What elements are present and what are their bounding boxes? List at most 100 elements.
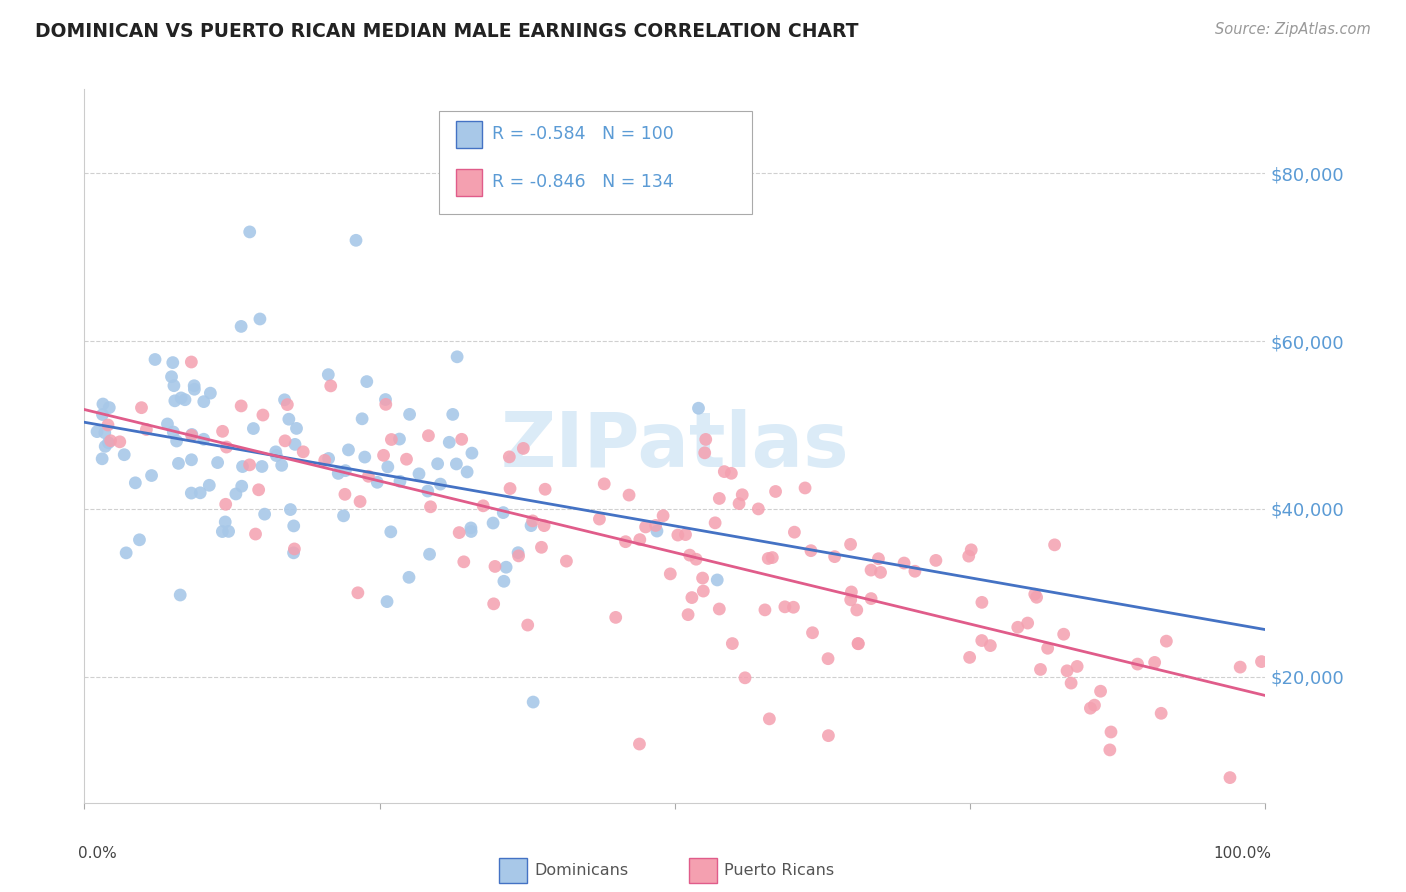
Point bbox=[634, 520, 657, 534]
Point bbox=[270, 458, 292, 473]
Point bbox=[218, 524, 240, 539]
Point bbox=[429, 477, 451, 491]
Text: Source: ZipAtlas.com: Source: ZipAtlas.com bbox=[1215, 22, 1371, 37]
Point bbox=[180, 428, 202, 442]
Point bbox=[335, 464, 357, 478]
Point bbox=[374, 397, 396, 411]
Point bbox=[1017, 615, 1039, 630]
Point bbox=[520, 518, 543, 533]
Point bbox=[357, 469, 380, 483]
Point bbox=[1229, 660, 1251, 674]
Point bbox=[692, 571, 714, 585]
Point bbox=[160, 369, 183, 384]
Point bbox=[801, 625, 824, 640]
Point bbox=[141, 468, 163, 483]
Point bbox=[720, 467, 742, 481]
FancyBboxPatch shape bbox=[439, 111, 752, 214]
Point bbox=[675, 527, 697, 541]
Point bbox=[1029, 663, 1052, 677]
Point bbox=[472, 499, 495, 513]
Point bbox=[817, 651, 839, 665]
Point bbox=[1043, 538, 1066, 552]
Point bbox=[731, 488, 754, 502]
Point bbox=[86, 425, 108, 439]
Point bbox=[91, 397, 114, 411]
Point bbox=[734, 671, 756, 685]
Point bbox=[1143, 656, 1166, 670]
Point bbox=[970, 633, 993, 648]
Point bbox=[91, 408, 114, 422]
Point bbox=[747, 502, 769, 516]
Point bbox=[628, 533, 651, 547]
Point bbox=[439, 435, 461, 450]
Point bbox=[245, 527, 267, 541]
Point bbox=[721, 636, 744, 650]
Point bbox=[239, 458, 262, 472]
Point bbox=[143, 352, 166, 367]
Point bbox=[252, 408, 274, 422]
Point bbox=[446, 457, 468, 471]
Point bbox=[215, 440, 238, 454]
Point bbox=[453, 555, 475, 569]
Point bbox=[692, 584, 714, 599]
Point bbox=[426, 457, 449, 471]
Point bbox=[356, 375, 378, 389]
Point bbox=[375, 594, 398, 608]
Point bbox=[644, 518, 666, 533]
Point bbox=[893, 556, 915, 570]
Point bbox=[180, 355, 202, 369]
Point bbox=[398, 570, 420, 584]
Point bbox=[614, 534, 637, 549]
Point bbox=[1250, 655, 1272, 669]
Point bbox=[193, 394, 215, 409]
Point bbox=[1150, 706, 1173, 721]
Point bbox=[284, 437, 307, 451]
Point bbox=[135, 422, 157, 436]
Point bbox=[333, 487, 356, 501]
Point bbox=[377, 459, 399, 474]
Point bbox=[274, 434, 297, 448]
Point bbox=[970, 595, 993, 609]
Point bbox=[1099, 725, 1122, 739]
Point bbox=[508, 549, 530, 563]
Point bbox=[530, 541, 553, 555]
Point bbox=[374, 392, 396, 407]
Point bbox=[94, 439, 117, 453]
Point bbox=[446, 350, 468, 364]
Point bbox=[188, 485, 211, 500]
Point bbox=[1060, 676, 1083, 690]
Point bbox=[231, 399, 253, 413]
Point bbox=[266, 449, 288, 463]
Point bbox=[450, 433, 472, 447]
Point bbox=[979, 639, 1001, 653]
Point bbox=[817, 729, 839, 743]
Point bbox=[456, 465, 478, 479]
Point bbox=[758, 712, 780, 726]
Point bbox=[166, 434, 188, 448]
Point bbox=[124, 475, 146, 490]
Point bbox=[174, 392, 197, 407]
Point bbox=[380, 433, 402, 447]
Point bbox=[91, 451, 114, 466]
Point bbox=[388, 475, 411, 489]
Point bbox=[207, 456, 229, 470]
FancyBboxPatch shape bbox=[457, 121, 482, 148]
Point bbox=[353, 450, 375, 464]
Point bbox=[283, 546, 305, 560]
Point bbox=[555, 554, 578, 568]
Point bbox=[1090, 684, 1112, 698]
Point bbox=[688, 401, 710, 416]
Point bbox=[713, 465, 735, 479]
Point bbox=[366, 475, 388, 490]
Point bbox=[97, 435, 120, 450]
Point bbox=[285, 421, 308, 435]
Point bbox=[225, 487, 247, 501]
Point bbox=[183, 378, 205, 392]
Point bbox=[605, 610, 627, 624]
Point bbox=[728, 497, 751, 511]
Point bbox=[782, 600, 804, 615]
Point bbox=[1036, 641, 1059, 656]
Point bbox=[957, 549, 980, 563]
Point bbox=[495, 560, 517, 574]
Point bbox=[131, 401, 153, 415]
